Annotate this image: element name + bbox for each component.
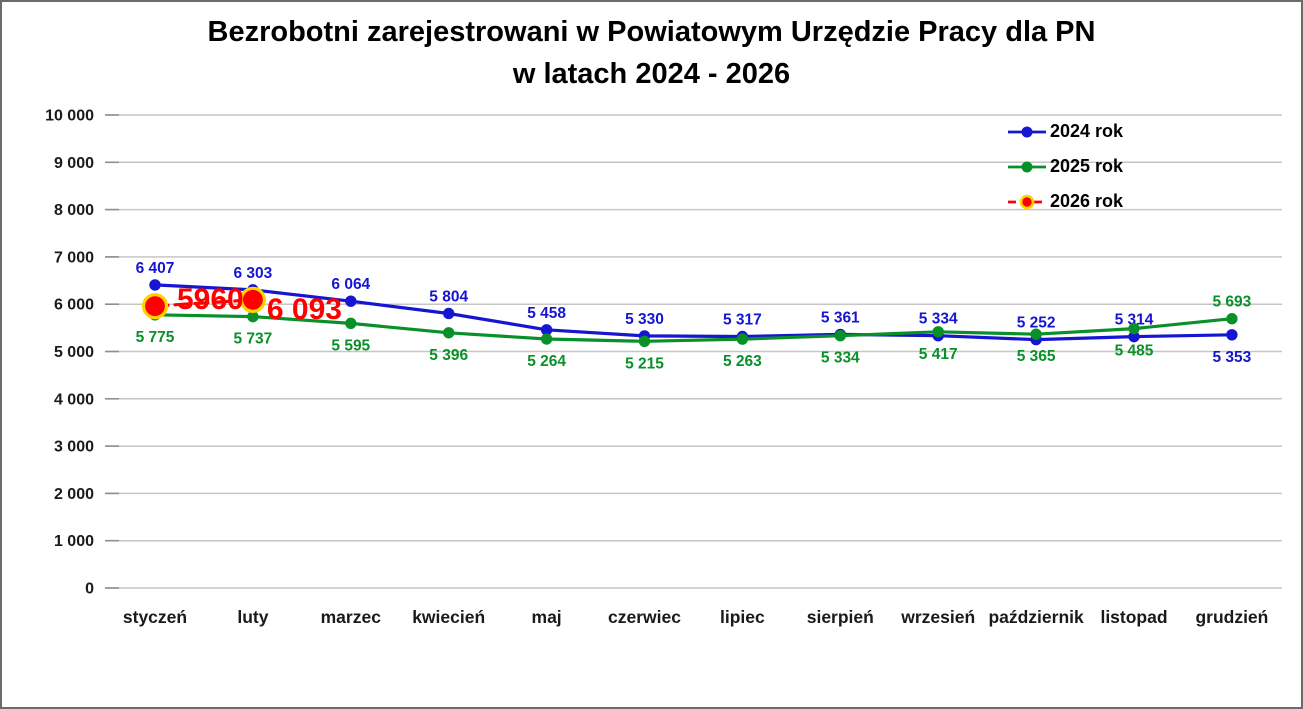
data-label: 5 334 bbox=[919, 311, 958, 328]
data-label: 5 804 bbox=[429, 288, 468, 305]
chart-title-line2: w latach 2024 - 2026 bbox=[512, 58, 791, 90]
chart-title: Bezrobotni zarejestrowani w Powiatowym U… bbox=[2, 11, 1301, 95]
data-point-marker bbox=[443, 307, 455, 320]
data-point-marker bbox=[540, 324, 553, 336]
data-point-marker bbox=[1128, 330, 1140, 343]
data-label: 5 215 bbox=[625, 355, 664, 372]
legend-line-marker-icon bbox=[1008, 126, 1046, 137]
data-label: 5 334 bbox=[821, 350, 860, 367]
y-axis-label: 10 000 bbox=[45, 108, 94, 125]
data-point-marker bbox=[1030, 328, 1042, 340]
legend-label: 2025 rok bbox=[1050, 156, 1124, 176]
x-axis-label: listopad bbox=[1100, 607, 1167, 627]
x-axis-labels: styczeń luty marzec kwiecień maj czerwiec lipi… bbox=[123, 607, 1268, 627]
legend-item-2025-rok: 2025 rok bbox=[1007, 149, 1167, 184]
legend-label: 2026 rok bbox=[1050, 191, 1124, 211]
data-point-marker bbox=[1128, 322, 1140, 335]
x-axis-label: październik bbox=[988, 607, 1084, 627]
legend-item-2026-rok: 2026 rok bbox=[1007, 184, 1167, 219]
legend-item-2024-rok: 2024 rok bbox=[1007, 114, 1167, 149]
series-2026-rok: 5960 6 093 bbox=[141, 283, 342, 326]
data-label: 5 317 bbox=[723, 312, 762, 329]
legend-label: 2024 rok bbox=[1050, 121, 1124, 141]
x-axis-label: czerwiec bbox=[608, 607, 681, 627]
x-axis-label: lipiec bbox=[720, 607, 765, 627]
data-label: 5 330 bbox=[625, 311, 664, 328]
data-label: 6 093 bbox=[267, 293, 342, 326]
data-label: 5 485 bbox=[1115, 343, 1154, 360]
x-axis-label: marzec bbox=[321, 607, 382, 627]
x-axis-label: grudzień bbox=[1195, 607, 1268, 627]
data-point-marker bbox=[247, 310, 259, 323]
data-point-marker bbox=[540, 333, 553, 345]
series-line bbox=[153, 298, 255, 308]
data-label: 5 396 bbox=[429, 347, 468, 364]
y-axis-label: 9 000 bbox=[54, 155, 94, 172]
data-label: 5 693 bbox=[1213, 294, 1252, 311]
y-axis-label: 0 bbox=[85, 581, 94, 598]
data-label: 5 458 bbox=[527, 305, 566, 322]
data-point-marker bbox=[345, 317, 357, 330]
series-line bbox=[153, 283, 1234, 342]
series-2025-rok: 5 775 5 737 5 595 5 396 5 264 5 215 5 263 5 334… bbox=[136, 294, 1252, 373]
y-axis-label: 7 000 bbox=[54, 249, 94, 266]
x-axis-label: wrzesień bbox=[900, 607, 975, 627]
x-axis-label: styczeń bbox=[123, 607, 187, 627]
data-point-marker bbox=[834, 330, 846, 342]
y-axis-label: 3 000 bbox=[54, 439, 94, 456]
x-axis-label: maj bbox=[532, 607, 562, 627]
y-axis-label: 1 000 bbox=[54, 533, 94, 550]
y-axis-label: 4 000 bbox=[54, 391, 94, 408]
data-label: 6 303 bbox=[234, 265, 273, 282]
data-point-marker bbox=[1226, 313, 1238, 325]
data-label: 5 365 bbox=[1017, 348, 1056, 365]
y-axis-label: 8 000 bbox=[54, 202, 94, 219]
data-point-marker bbox=[1226, 329, 1238, 341]
data-point-marker bbox=[239, 286, 266, 313]
data-label: 6 407 bbox=[136, 260, 175, 277]
data-point-marker bbox=[443, 327, 455, 339]
legend-line-marker-icon bbox=[1008, 194, 1046, 209]
legend-marker bbox=[1019, 194, 1035, 209]
data-point-marker bbox=[149, 279, 161, 291]
data-label: 5 353 bbox=[1213, 349, 1252, 366]
data-label: 5 264 bbox=[527, 353, 566, 370]
data-label: 5 595 bbox=[331, 337, 370, 354]
data-label: 5 263 bbox=[723, 353, 762, 370]
data-point-marker bbox=[638, 335, 651, 348]
x-axis-label: sierpień bbox=[807, 607, 874, 627]
legend: 2024 rok 2025 rok 2026 rok bbox=[1007, 114, 1167, 219]
data-point-marker bbox=[736, 333, 749, 345]
data-label: 5960 bbox=[177, 283, 244, 316]
legend-marker bbox=[1021, 126, 1033, 137]
x-axis-label: kwiecień bbox=[412, 607, 485, 627]
data-label: 5 361 bbox=[821, 309, 860, 326]
data-label: 5 417 bbox=[919, 346, 958, 363]
legend-marker bbox=[1021, 161, 1033, 172]
data-label: 5 737 bbox=[234, 331, 273, 348]
legend-line-marker-icon bbox=[1008, 161, 1046, 172]
data-label: 5 775 bbox=[136, 329, 175, 346]
y-axis-label: 5 000 bbox=[54, 344, 94, 361]
y-axis-label: 6 000 bbox=[54, 297, 94, 314]
data-label: 5 252 bbox=[1017, 315, 1056, 332]
gridlines: 0 1 000 2 000 3 000 4 000 5 000 6 000 7 000 8 00… bbox=[45, 108, 1282, 598]
data-label: 6 064 bbox=[331, 276, 370, 293]
data-point-marker bbox=[141, 292, 169, 320]
x-axis-label: luty bbox=[237, 607, 268, 627]
y-axis-label: 2 000 bbox=[54, 486, 94, 503]
data-label: 5 314 bbox=[1115, 312, 1154, 329]
series-line bbox=[153, 313, 1234, 343]
data-point-marker bbox=[345, 295, 357, 307]
data-point-marker bbox=[932, 326, 944, 338]
chart-title-line1: Bezrobotni zarejestrowani w Powiatowym U… bbox=[207, 16, 1096, 48]
